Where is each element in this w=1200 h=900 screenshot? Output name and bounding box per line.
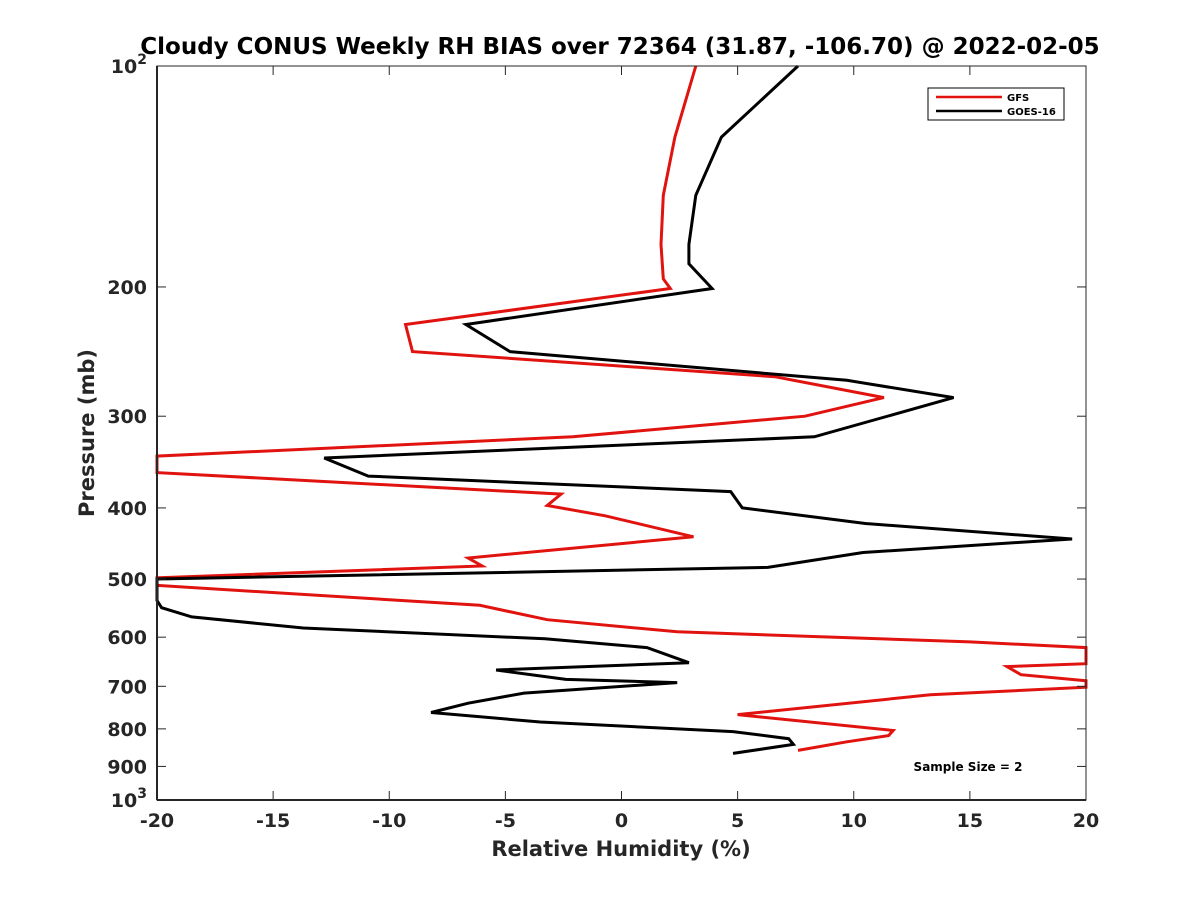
y-ticks: 102 200 300 400 500 600 700 800 900 103	[107, 52, 1086, 812]
legend-label-gfs: GFS	[1007, 93, 1029, 104]
x-tick-label: 5	[731, 810, 744, 832]
x-axis-label: Relative Humidity (%)	[491, 837, 750, 861]
sample-size-annotation: Sample Size = 2	[914, 760, 1023, 774]
y-tick-label: 900	[107, 756, 147, 778]
x-tick-label: 10	[841, 810, 867, 832]
y-tick-label: 400	[107, 498, 147, 520]
x-tick-label: -20	[140, 810, 174, 832]
y-tick-label: 600	[107, 627, 147, 649]
legend: GFS GOES-16	[927, 87, 1065, 121]
y-tick-label: 800	[107, 719, 147, 741]
x-tick-label: -15	[256, 810, 290, 832]
x-tick-label: -10	[372, 810, 406, 832]
legend-box	[927, 87, 1065, 121]
y-tick-label: 700	[107, 676, 147, 698]
y-axis-label: Pressure (mb)	[75, 349, 99, 517]
y-tick-label: 102	[111, 52, 147, 78]
series-line-goes16	[155, 64, 1073, 755]
chart-title: Cloudy CONUS Weekly RH BIAS over 72364 (…	[140, 34, 1099, 60]
x-ticks: -20 -15 -10 -5 0 5 10 15 20	[140, 66, 1099, 832]
y-tick-label: 200	[107, 277, 147, 299]
y-tick-label: 500	[107, 569, 147, 591]
x-tick-label: 20	[1073, 810, 1099, 832]
x-tick-label: -5	[495, 810, 516, 832]
legend-label-goes16: GOES-16	[1007, 107, 1056, 118]
x-tick-label: 15	[957, 810, 983, 832]
y-tick-label: 300	[107, 406, 147, 428]
x-tick-label: 0	[615, 810, 628, 832]
y-tick-label: 103	[111, 786, 147, 812]
